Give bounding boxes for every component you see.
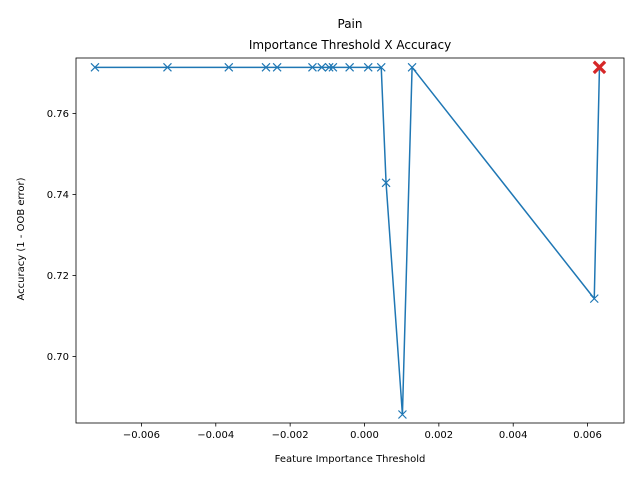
data-point-marker — [308, 62, 317, 72]
x-tick-label: −0.006 — [123, 430, 160, 441]
data-point-marker — [163, 62, 172, 72]
data-point-marker — [397, 410, 407, 419]
data-point-marker — [363, 62, 373, 72]
data-point-marker — [272, 62, 282, 72]
x-tick-label: 0.000 — [350, 430, 379, 441]
axes: −0.006 −0.004 −0.002 0.000 0.002 0.004 0.006 0.… — [47, 57, 625, 441]
x-tick-label: −0.002 — [272, 430, 309, 441]
y-tick-label: 0.72 — [47, 271, 69, 282]
y-tick-label: 0.76 — [47, 109, 69, 120]
y-tick-label: 0.70 — [47, 352, 69, 363]
data-point-marker — [317, 62, 327, 72]
data-point-marker — [328, 62, 338, 72]
data-point-marker — [589, 294, 599, 304]
x-axis-title: Feature Importance Threshold — [275, 454, 426, 465]
series-line — [94, 66, 601, 416]
data-point-marker — [407, 62, 417, 72]
data-point-marker — [224, 62, 234, 72]
data-point-marker — [381, 178, 391, 188]
data-point-marker — [376, 62, 386, 72]
y-tick-label: 0.74 — [47, 190, 69, 201]
plot-frame — [75, 57, 625, 424]
x-tick-label: 0.006 — [573, 430, 602, 441]
chart-subtitle: Importance Threshold X Accuracy — [249, 38, 451, 52]
data-point-marker — [261, 62, 271, 72]
data-point-marker — [324, 62, 334, 72]
y-axis-title: Accuracy (1 - OOB error) — [16, 177, 27, 300]
x-tick-label: −0.004 — [197, 430, 234, 441]
plot-area — [90, 60, 607, 419]
best-point-marker — [592, 60, 607, 75]
chart-title: Pain — [338, 17, 363, 31]
data-point-marker — [90, 62, 100, 72]
data-point-marker — [345, 62, 355, 72]
x-tick-label: 0.002 — [425, 430, 454, 441]
x-tick-label: 0.004 — [499, 430, 528, 441]
